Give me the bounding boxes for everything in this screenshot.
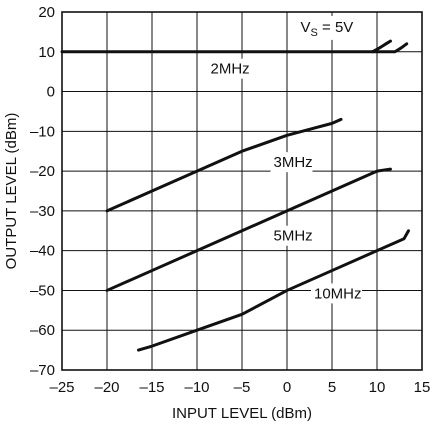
x-axis-label: INPUT LEVEL (dBm) — [172, 405, 312, 422]
x-tick-label: –5 — [234, 379, 251, 396]
series-label: 2MHz — [211, 61, 250, 78]
series-label-background — [270, 152, 313, 173]
y-tick-labels: 20 10 0 –10 –20 –30 –40 –50 –60 –70 — [30, 4, 55, 379]
y-tick-label: –70 — [30, 362, 55, 379]
vs-annotation-v: V — [301, 19, 311, 36]
x-tick-label: –15 — [139, 379, 164, 396]
y-tick-label: –30 — [30, 203, 55, 220]
series-label: 10MHz — [314, 285, 362, 302]
series-line-10mhz — [137, 229, 410, 352]
series-label-background — [207, 58, 250, 79]
series-line-2mhz — [60, 39, 392, 54]
vs-annotation-suffix: = 5V — [318, 19, 353, 36]
annotation-background — [296, 15, 373, 40]
x-tick-label: 10 — [369, 379, 386, 396]
series-label: 3MHz — [274, 154, 313, 171]
y-tick-label: –20 — [30, 163, 55, 180]
x-tick-label: 5 — [328, 379, 336, 396]
y-tick-label: –60 — [30, 322, 55, 339]
y-tick-label: 20 — [38, 4, 55, 21]
x-tick-label: –20 — [94, 379, 119, 396]
x-tick-label: 0 — [283, 379, 291, 396]
x-tick-label: 15 — [414, 379, 431, 396]
plot-frame — [61, 11, 423, 371]
series-line-3mhz — [105, 117, 343, 213]
x-tick-label: –25 — [49, 379, 74, 396]
vs-annotation: VS = 5V — [301, 19, 354, 39]
vs-annotation-subscript: S — [311, 27, 318, 39]
y-tick-label: –10 — [30, 123, 55, 140]
y-axis-label: OUTPUT LEVEL (dBm) — [3, 113, 20, 270]
series-line-5mhz — [105, 167, 392, 292]
series-label-background — [311, 283, 362, 304]
y-tick-label: –50 — [30, 282, 55, 299]
series-label: 5MHz — [274, 228, 313, 245]
series-labels: 2MHz 3MHz 5MHz 10MHz — [207, 15, 373, 304]
y-tick-label: 10 — [38, 44, 55, 61]
series-label-background — [270, 225, 313, 246]
y-tick-label: –40 — [30, 243, 55, 260]
series-line-2mhz — [371, 42, 409, 54]
y-tick-label: 0 — [47, 84, 55, 101]
series-group — [60, 39, 410, 352]
x-tick-label: –10 — [184, 379, 209, 396]
x-tick-labels: –25 –20 –15 –10 –5 0 5 10 15 — [49, 379, 430, 396]
